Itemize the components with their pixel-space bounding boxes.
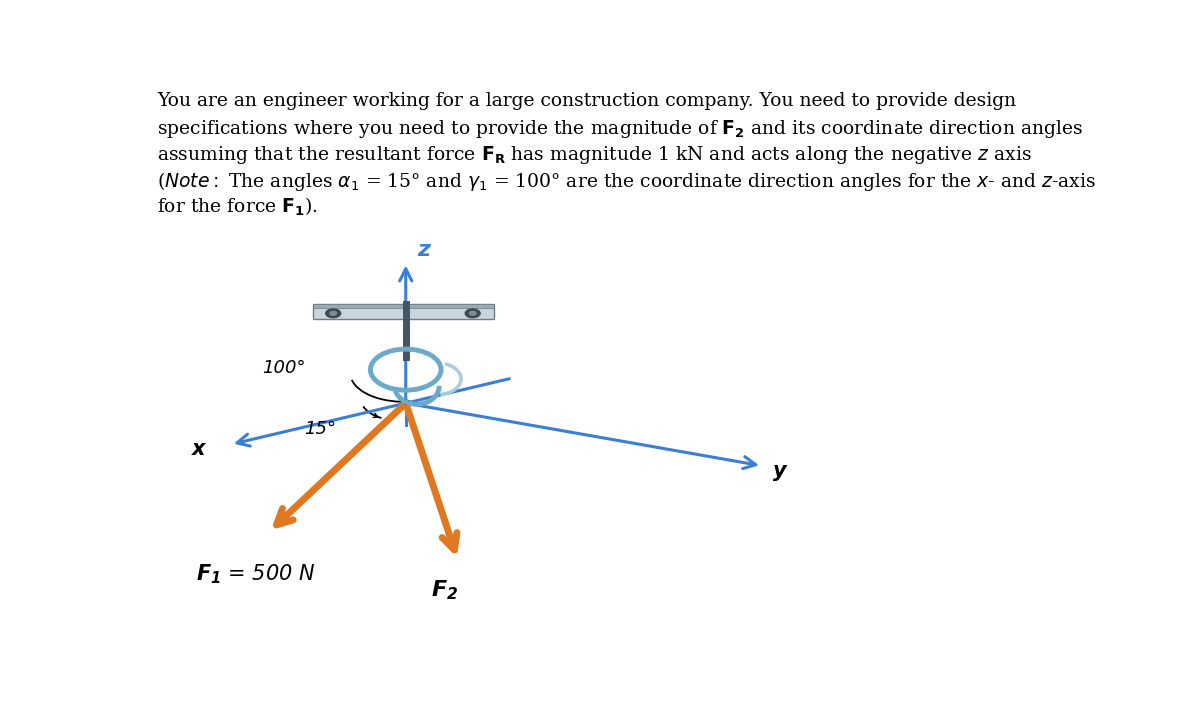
Circle shape (330, 312, 336, 315)
Circle shape (325, 309, 341, 317)
Text: $\bfit{F}_1$ = 500 N: $\bfit{F}_1$ = 500 N (197, 562, 316, 586)
Text: 100°: 100° (262, 359, 305, 377)
Text: $\bfit{F}_2$: $\bfit{F}_2$ (431, 579, 458, 602)
Text: specifications where you need to provide the magnitude of $\mathbf{F_2}$ and its: specifications where you need to provide… (157, 119, 1084, 140)
FancyBboxPatch shape (313, 304, 494, 308)
Text: z: z (416, 240, 430, 260)
FancyBboxPatch shape (313, 304, 494, 319)
Text: 15°: 15° (304, 420, 336, 438)
Text: y: y (773, 461, 787, 481)
Circle shape (469, 312, 476, 315)
Text: ($\mathit{Note:}$ The angles $\alpha_1$ = 15° and $\gamma_1$ = 100° are the coor: ($\mathit{Note:}$ The angles $\alpha_1$ … (157, 170, 1097, 193)
Text: x: x (192, 439, 206, 459)
Text: for the force $\mathbf{F_1}$).: for the force $\mathbf{F_1}$). (157, 196, 318, 218)
Circle shape (466, 309, 480, 317)
Text: You are an engineer working for a large construction company. You need to provid: You are an engineer working for a large … (157, 93, 1016, 110)
Text: assuming that the resultant force $\mathbf{F_R}$ has magnitude 1 kN and acts alo: assuming that the resultant force $\math… (157, 144, 1032, 166)
